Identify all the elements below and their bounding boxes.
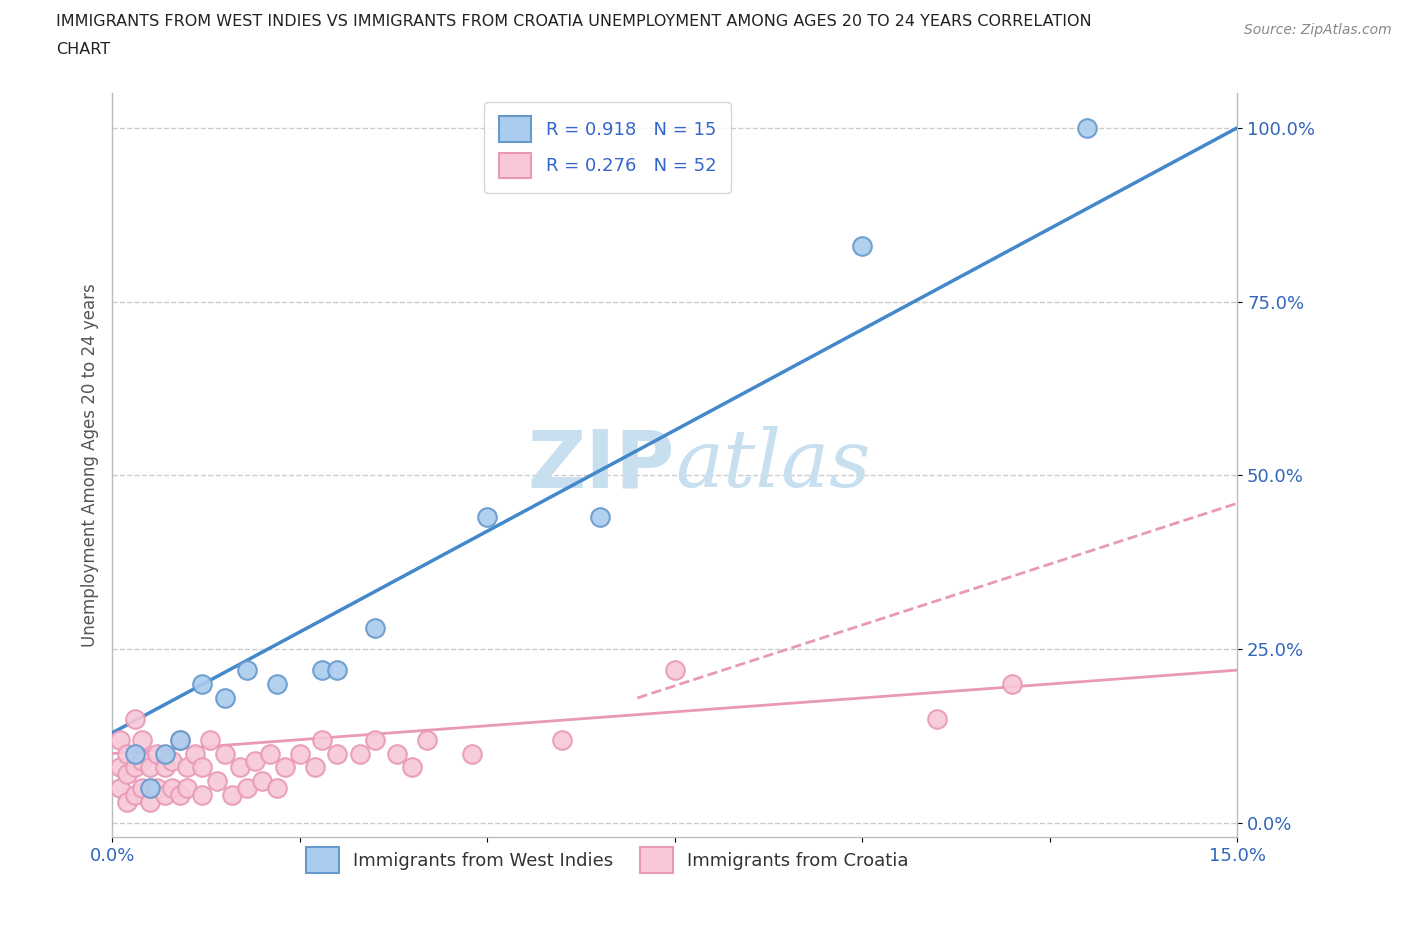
Point bbox=[139, 781, 162, 796]
Point bbox=[117, 746, 139, 761]
Text: IMMIGRANTS FROM WEST INDIES VS IMMIGRANTS FROM CROATIA UNEMPLOYMENT AMONG AGES 2: IMMIGRANTS FROM WEST INDIES VS IMMIGRANT… bbox=[56, 14, 1092, 29]
Point bbox=[108, 732, 131, 747]
Point bbox=[169, 732, 191, 747]
Text: ZIP: ZIP bbox=[527, 426, 675, 504]
Point bbox=[131, 753, 153, 768]
Point bbox=[131, 732, 153, 747]
Point bbox=[259, 746, 281, 761]
Point bbox=[387, 746, 409, 761]
Point bbox=[198, 732, 221, 747]
Point bbox=[1001, 677, 1024, 692]
Point bbox=[851, 238, 873, 253]
Point bbox=[124, 760, 146, 775]
Point bbox=[176, 781, 198, 796]
Point bbox=[146, 746, 169, 761]
Point bbox=[191, 677, 214, 692]
Point bbox=[311, 732, 333, 747]
Point bbox=[477, 510, 499, 525]
Point bbox=[124, 746, 146, 761]
Point bbox=[288, 746, 311, 761]
Point bbox=[236, 663, 259, 678]
Point bbox=[364, 732, 387, 747]
Point bbox=[416, 732, 439, 747]
Point bbox=[311, 663, 333, 678]
Point bbox=[589, 510, 612, 525]
Point bbox=[139, 760, 162, 775]
Point bbox=[349, 746, 371, 761]
Point bbox=[229, 760, 252, 775]
Point bbox=[184, 746, 207, 761]
Point bbox=[214, 690, 236, 705]
Point bbox=[266, 677, 288, 692]
Y-axis label: Unemployment Among Ages 20 to 24 years: Unemployment Among Ages 20 to 24 years bbox=[80, 283, 98, 647]
Point bbox=[214, 746, 236, 761]
Point bbox=[162, 781, 184, 796]
Point bbox=[401, 760, 423, 775]
Point bbox=[236, 781, 259, 796]
Point bbox=[1076, 120, 1098, 135]
Point bbox=[169, 788, 191, 803]
Point bbox=[326, 663, 349, 678]
Point bbox=[664, 663, 686, 678]
Point bbox=[364, 621, 387, 636]
Point bbox=[124, 711, 146, 726]
Point bbox=[252, 774, 274, 789]
Point bbox=[176, 760, 198, 775]
Point bbox=[461, 746, 484, 761]
Legend: Immigrants from West Indies, Immigrants from Croatia: Immigrants from West Indies, Immigrants … bbox=[299, 840, 915, 880]
Point bbox=[191, 788, 214, 803]
Point bbox=[927, 711, 949, 726]
Point bbox=[131, 781, 153, 796]
Point bbox=[551, 732, 574, 747]
Point bbox=[162, 753, 184, 768]
Point bbox=[243, 753, 266, 768]
Point bbox=[304, 760, 326, 775]
Point bbox=[153, 746, 176, 761]
Text: CHART: CHART bbox=[56, 42, 110, 57]
Point bbox=[169, 732, 191, 747]
Point bbox=[153, 788, 176, 803]
Point bbox=[108, 781, 131, 796]
Point bbox=[139, 795, 162, 810]
Text: atlas: atlas bbox=[675, 426, 870, 504]
Point bbox=[207, 774, 229, 789]
Text: Source: ZipAtlas.com: Source: ZipAtlas.com bbox=[1244, 23, 1392, 37]
Point bbox=[117, 795, 139, 810]
Point bbox=[326, 746, 349, 761]
Point bbox=[108, 760, 131, 775]
Point bbox=[221, 788, 243, 803]
Point bbox=[124, 788, 146, 803]
Point bbox=[117, 767, 139, 782]
Point bbox=[274, 760, 297, 775]
Point bbox=[153, 760, 176, 775]
Point bbox=[191, 760, 214, 775]
Point bbox=[266, 781, 288, 796]
Point bbox=[146, 781, 169, 796]
